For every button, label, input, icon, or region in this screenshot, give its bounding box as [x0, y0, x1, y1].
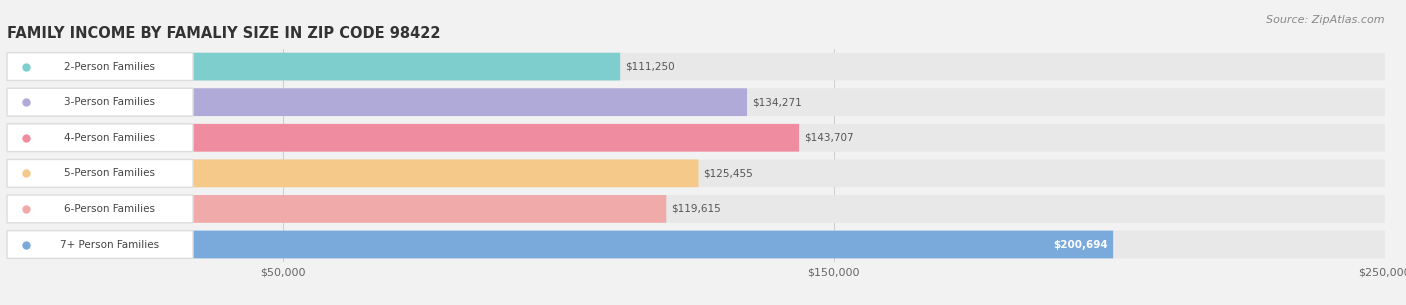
- Text: FAMILY INCOME BY FAMALIY SIZE IN ZIP CODE 98422: FAMILY INCOME BY FAMALIY SIZE IN ZIP COD…: [7, 26, 440, 41]
- FancyBboxPatch shape: [7, 231, 1385, 258]
- Text: 2-Person Families: 2-Person Families: [63, 62, 155, 72]
- FancyBboxPatch shape: [7, 195, 193, 223]
- FancyBboxPatch shape: [7, 231, 1114, 258]
- FancyBboxPatch shape: [7, 53, 193, 81]
- Text: $111,250: $111,250: [626, 62, 675, 72]
- FancyBboxPatch shape: [7, 195, 666, 223]
- Text: $134,271: $134,271: [752, 97, 801, 107]
- FancyBboxPatch shape: [7, 124, 799, 152]
- FancyBboxPatch shape: [7, 88, 1385, 116]
- Text: 5-Person Families: 5-Person Families: [63, 168, 155, 178]
- Text: 7+ Person Families: 7+ Person Families: [60, 239, 159, 249]
- FancyBboxPatch shape: [7, 88, 193, 116]
- Text: 4-Person Families: 4-Person Families: [63, 133, 155, 143]
- Text: 3-Person Families: 3-Person Families: [63, 97, 155, 107]
- FancyBboxPatch shape: [7, 124, 193, 152]
- Text: $119,615: $119,615: [671, 204, 721, 214]
- Text: $143,707: $143,707: [804, 133, 853, 143]
- FancyBboxPatch shape: [7, 195, 1385, 223]
- Text: $125,455: $125,455: [703, 168, 754, 178]
- FancyBboxPatch shape: [7, 53, 1385, 81]
- FancyBboxPatch shape: [7, 53, 620, 81]
- FancyBboxPatch shape: [7, 160, 1385, 187]
- Text: Source: ZipAtlas.com: Source: ZipAtlas.com: [1267, 15, 1385, 25]
- FancyBboxPatch shape: [7, 160, 699, 187]
- Text: 6-Person Families: 6-Person Families: [63, 204, 155, 214]
- FancyBboxPatch shape: [7, 231, 193, 258]
- FancyBboxPatch shape: [7, 88, 747, 116]
- FancyBboxPatch shape: [7, 124, 1385, 152]
- FancyBboxPatch shape: [7, 160, 193, 187]
- Text: $200,694: $200,694: [1053, 239, 1108, 249]
